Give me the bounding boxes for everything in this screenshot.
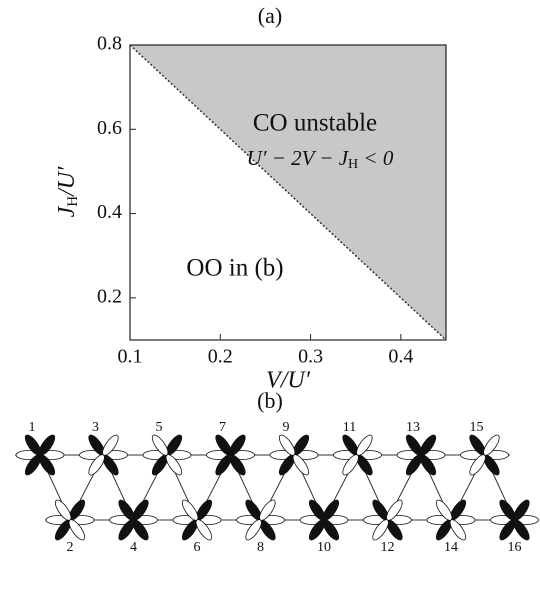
site-number: 2 [67,540,74,555]
site-number: 3 [92,420,99,435]
orbital-lobe [245,519,262,541]
site-number: 16 [508,540,522,555]
y-axis-label: JH/U′ [54,166,82,218]
orbital-lobe [322,519,340,541]
orbital-site [490,499,539,541]
orbital-site [79,434,128,476]
orbital-site [15,434,65,476]
site-number: 5 [156,420,163,435]
condition-rest: < 0 [358,146,394,170]
orbital-lobe [68,519,86,541]
x-tick-label: 0.4 [388,346,413,368]
x-tick-label: 0.1 [118,346,143,368]
orbital-lobe [195,519,213,541]
boundary-line [129,44,447,341]
y-label-main: J [54,205,80,217]
orbital-site [460,434,509,476]
x-tick-label: 0.2 [208,346,233,368]
oo-label: OO in (b) [186,255,283,282]
plot [129,44,447,341]
orbital-lobe [215,454,232,476]
orbital-site [109,499,158,541]
y-label-rest: /U′ [54,166,80,198]
y-tick-label: 0.8 [97,33,122,55]
site-number: 8 [257,540,264,555]
y-label-sub: H [65,196,81,207]
diagram-title: (b) [257,388,283,413]
site-number: 12 [381,540,395,555]
x-axis-label: V/U′ [266,368,311,394]
condition-label: U′ − 2V − JH < 0 [247,146,394,172]
site-number: 1 [29,420,36,435]
orbital-lobe [449,519,467,541]
y-tick-label: 0.6 [97,117,122,139]
orbital-site [206,434,255,476]
orbital-lobe [372,519,389,541]
orbital-site [142,434,192,476]
orbital-lobe [118,519,135,541]
orbital-lobe [38,454,56,476]
y-tick-label: 0.2 [97,285,122,307]
orbital-lobe [499,519,516,541]
plot-frame [129,44,447,341]
orbital-lobe [88,454,105,476]
orbital-site [426,499,476,541]
orbital-lobe [292,454,310,476]
orbital-site [363,499,412,541]
site-number: 6 [194,540,201,555]
site-number: 13 [406,420,420,435]
site-number: 14 [444,540,458,555]
orbital-site [236,499,285,541]
orbital-site [45,499,95,541]
orbital-lobe [165,454,183,476]
y-tick-label: 0.4 [97,201,122,223]
orbital-lobe [342,454,359,476]
orbital-site [299,499,349,541]
orbital-site [172,499,222,541]
orbital-site [333,434,382,476]
orbital-site [396,434,446,476]
site-number: 10 [317,540,331,555]
condition-sub: H [348,157,358,172]
orbital-lobe [419,454,437,476]
chart-title: (a) [258,3,282,28]
x-tick-label: 0.3 [298,346,323,368]
site-number: 9 [283,420,290,435]
site-number: 11 [343,420,356,435]
orbital-lobe [469,454,486,476]
region-label: CO unstable [253,110,377,137]
site-number: 4 [130,540,137,555]
orbital-site [269,434,319,476]
condition-main: U′ − 2V − J [247,146,350,170]
site-number: 7 [219,420,226,435]
site-number: 15 [470,420,484,435]
